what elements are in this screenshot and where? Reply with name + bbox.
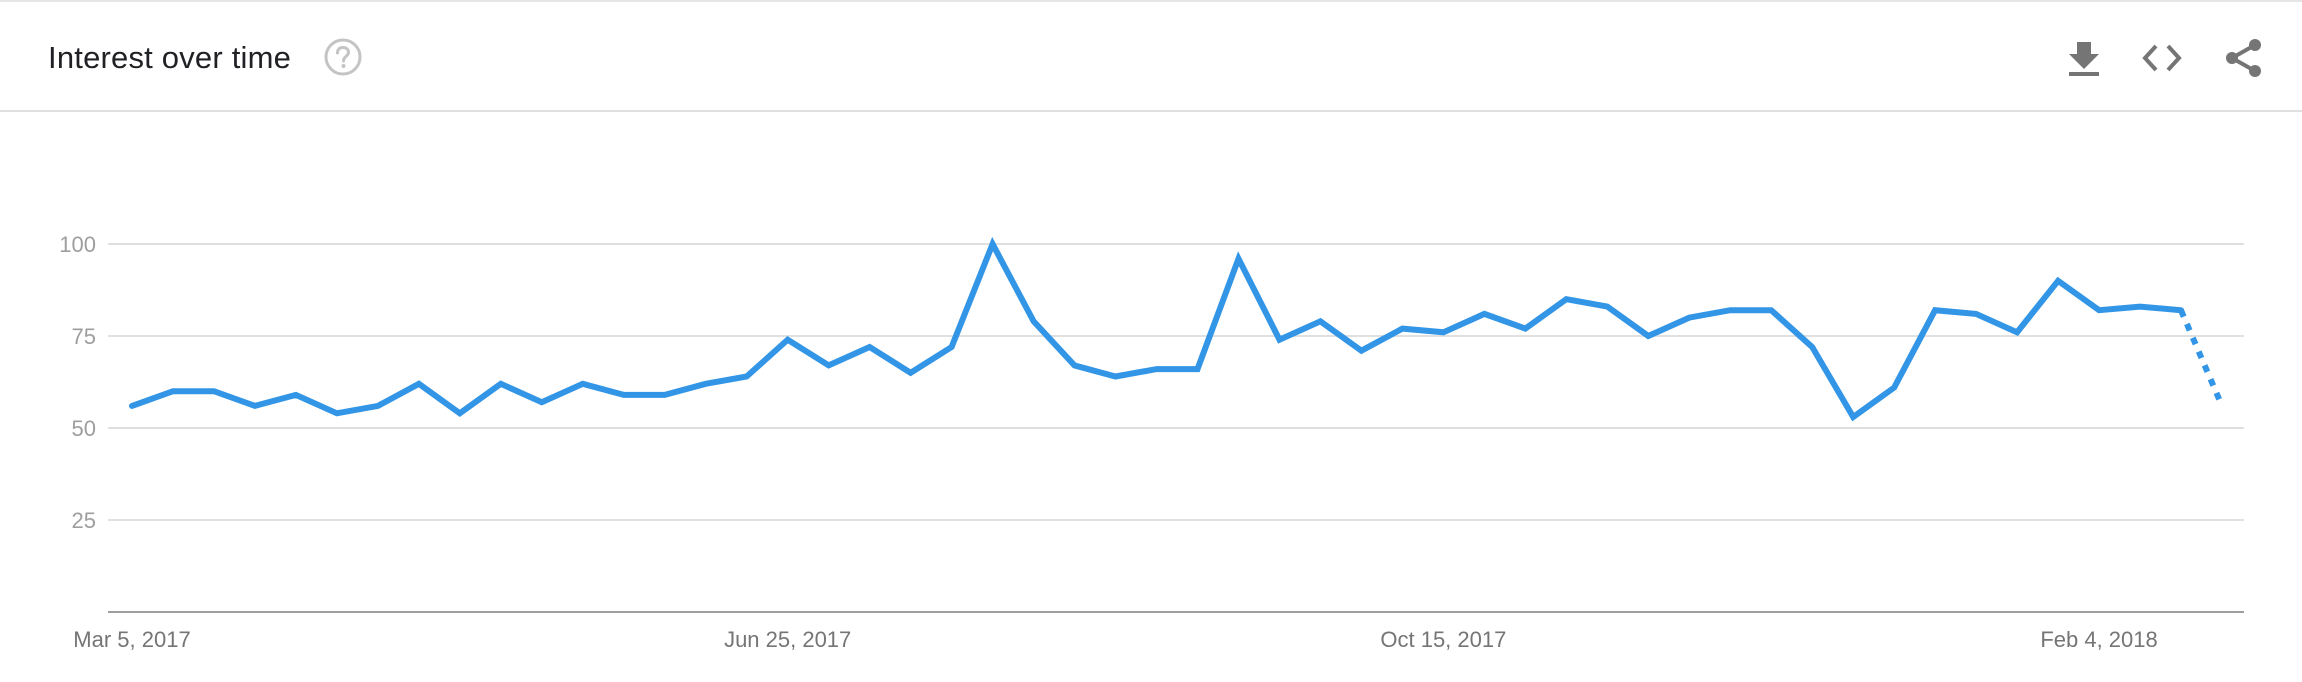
share-icon	[2226, 39, 2261, 77]
data-point	[129, 403, 135, 409]
data-point	[1031, 318, 1037, 324]
data-point	[1604, 304, 1610, 310]
help-icon[interactable]	[324, 38, 362, 76]
data-point	[252, 403, 258, 409]
data-point	[334, 410, 340, 416]
x-tick-label: Feb 4, 2018	[2040, 627, 2157, 652]
data-point	[1195, 366, 1201, 372]
data-point	[1072, 362, 1078, 368]
card-title: Interest over time	[48, 40, 292, 75]
data-point	[867, 344, 873, 350]
data-point	[1154, 366, 1160, 372]
interest-line-chart: 25 50 75 100 Mar 5, 2017 Jun 25, 2017 Oct 15, …	[59, 232, 2244, 652]
series-line-partial	[2178, 309, 2225, 408]
data-point	[2055, 278, 2061, 284]
y-tick-label: 25	[72, 508, 96, 533]
download-icon	[2069, 42, 2099, 76]
data-point	[1809, 344, 1815, 350]
download-button[interactable]	[2064, 38, 2104, 78]
data-point	[1686, 315, 1692, 321]
data-point	[990, 241, 996, 247]
y-tick-label: 50	[72, 416, 96, 441]
data-point	[826, 362, 832, 368]
data-point	[1358, 348, 1364, 354]
data-point	[1932, 307, 1938, 313]
data-point	[1481, 311, 1487, 317]
data-point	[703, 381, 709, 387]
data-point	[1236, 256, 1242, 262]
data-point	[498, 381, 504, 387]
data-point	[1850, 414, 1856, 420]
data-point	[1317, 318, 1323, 324]
card-header: Interest over time	[0, 2, 2302, 112]
data-point	[744, 374, 750, 380]
data-point	[580, 381, 586, 387]
data-point	[1440, 329, 1446, 335]
data-point	[211, 388, 217, 394]
data-point	[908, 370, 914, 376]
x-tick-label: Mar 5, 2017	[73, 627, 190, 652]
data-point	[1727, 307, 1733, 313]
x-tick-label: Oct 15, 2017	[1380, 627, 1506, 652]
data-point	[1277, 337, 1283, 343]
data-point	[2219, 403, 2225, 409]
data-point	[457, 410, 463, 416]
data-point	[1399, 326, 1405, 332]
data-point	[1645, 333, 1651, 339]
data-point	[949, 344, 955, 350]
data-point	[170, 388, 176, 394]
data-point	[539, 399, 545, 405]
series-line	[129, 236, 2184, 422]
data-point	[1891, 385, 1897, 391]
code-icon	[2142, 44, 2182, 72]
data-point	[1522, 326, 1528, 332]
y-tick-label: 75	[72, 324, 96, 349]
data-point	[1973, 311, 1979, 317]
embed-button[interactable]	[2142, 38, 2182, 78]
data-point	[621, 392, 627, 398]
x-tick-label: Jun 25, 2017	[724, 627, 851, 652]
data-point	[1768, 307, 1774, 313]
y-tick-label: 100	[59, 232, 96, 257]
data-point	[2096, 307, 2102, 313]
data-point	[416, 381, 422, 387]
data-point	[2014, 329, 2020, 335]
data-point	[375, 403, 381, 409]
data-point	[2178, 307, 2184, 313]
share-button[interactable]	[2224, 38, 2264, 78]
data-point	[293, 392, 299, 398]
data-point	[2137, 304, 2143, 310]
data-point	[662, 392, 668, 398]
data-point	[1563, 296, 1569, 302]
data-point	[785, 337, 791, 343]
data-point	[1113, 374, 1119, 380]
